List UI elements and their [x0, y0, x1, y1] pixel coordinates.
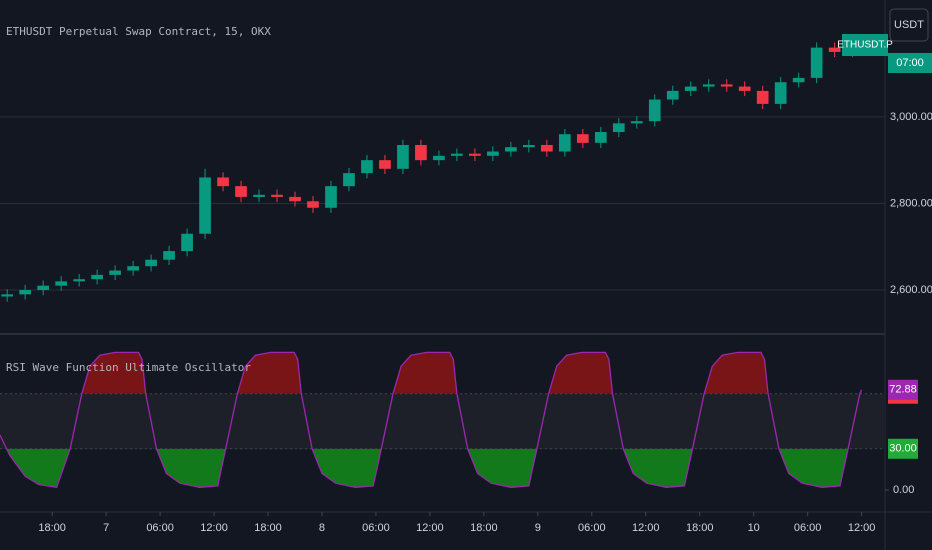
x-tick-label: 12:00 [200, 522, 228, 534]
candle-body [361, 160, 373, 174]
candle-body [325, 186, 337, 208]
candle-body [702, 84, 715, 87]
candle-body [55, 281, 68, 286]
candle-body [487, 151, 499, 156]
x-tick-label: 18:00 [686, 522, 714, 534]
candle-body [810, 47, 823, 78]
x-tick-label: 18:00 [254, 522, 282, 534]
x-tick-label: 12:00 [416, 522, 444, 534]
candle-body [19, 290, 32, 295]
countdown-tag [888, 53, 932, 73]
candle-body [576, 134, 589, 143]
last-value-tag [888, 379, 918, 400]
candle-body [109, 270, 121, 275]
candle-body [37, 285, 50, 291]
candle-body [271, 194, 283, 197]
oscillator-line [0, 351, 863, 489]
candle-body [73, 279, 85, 282]
y-tick-label: 3,000.00 [890, 111, 932, 123]
candle-body [415, 145, 427, 161]
candle-body [774, 82, 787, 104]
x-tick-label: 9 [535, 522, 541, 534]
countdown-label: 07:00 [896, 57, 924, 69]
candle-body [307, 201, 319, 208]
currency-button[interactable] [889, 8, 929, 42]
candle-body [199, 177, 211, 234]
candle-body [289, 196, 301, 202]
candle-body [684, 86, 697, 91]
candle-body [1, 294, 14, 297]
indicator-title: RSI Wave Function Ultimate Oscillator [6, 361, 251, 374]
last-value-label: 72.88 [889, 384, 917, 396]
candle-body [792, 77, 805, 83]
symbol-tag [842, 34, 888, 56]
x-tick-label: 06:00 [146, 522, 174, 534]
y-tick-label: 0.00 [893, 484, 914, 496]
candle-body [343, 173, 355, 187]
candle-body [505, 147, 517, 152]
x-tick-label: 10 [748, 522, 760, 534]
x-tick-label: 06:00 [794, 522, 822, 534]
x-tick-label: 18:00 [38, 522, 66, 534]
x-tick-label: 18:00 [470, 522, 498, 534]
candle-body [397, 145, 409, 169]
level-fill [6, 448, 849, 488]
candle-body [540, 145, 553, 152]
x-tick-label: 12:00 [632, 522, 660, 534]
candle-body [127, 266, 139, 271]
candle-body [163, 251, 175, 260]
candle-body [433, 155, 445, 161]
symbol-tag-label: ETHUSDT.P [837, 40, 893, 51]
x-tick-label: 7 [103, 522, 109, 534]
candle-body [666, 90, 679, 100]
y-tick-label: 2,600.00 [890, 284, 932, 296]
candle-body [738, 86, 751, 91]
currency-button-label[interactable]: USDT [894, 19, 924, 31]
candle-body [91, 274, 103, 280]
x-tick-label: 8 [319, 522, 325, 534]
candle-body [469, 153, 481, 156]
candle-body [451, 153, 463, 156]
candle-body [145, 259, 157, 267]
level-band [0, 393, 885, 449]
candle-body [253, 194, 265, 197]
candle-body [594, 132, 607, 143]
candle-body [379, 160, 391, 169]
level-label: 30.00 [889, 443, 917, 455]
candle-body [756, 90, 769, 104]
candle-body [648, 99, 661, 122]
y-tick-label: 2,800.00 [890, 197, 932, 209]
candle-body [181, 233, 193, 252]
candle-body [558, 134, 571, 152]
x-tick-label: 12:00 [848, 522, 876, 534]
candle-body [828, 47, 841, 52]
level-fill [0, 352, 862, 394]
x-tick-label: 06:00 [362, 522, 390, 534]
level-tag [888, 438, 918, 459]
candle-body [235, 186, 247, 197]
candle-body [612, 123, 625, 133]
candle-body [217, 177, 229, 187]
candle-body [720, 84, 733, 87]
candle-body [522, 145, 535, 148]
x-tick-label: 06:00 [578, 522, 606, 534]
candle-body [630, 121, 643, 124]
chart-title: ETHUSDT Perpetual Swap Contract, 15, OKX [6, 25, 271, 38]
